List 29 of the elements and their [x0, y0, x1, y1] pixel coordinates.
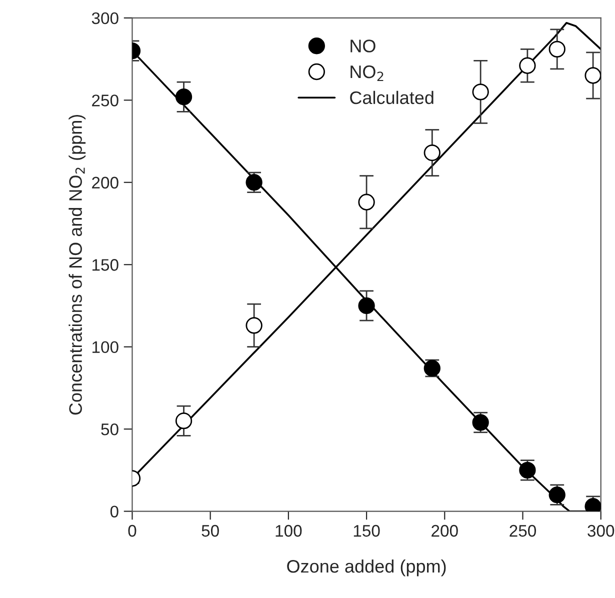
point [519, 57, 536, 74]
y-tick-label: 150 [92, 259, 118, 271]
x-tick-label: 0 [128, 524, 136, 537]
point [548, 40, 566, 58]
x-tick-label: 150 [354, 524, 380, 537]
x-tick-label: 200 [432, 524, 458, 537]
x-tick-label: 100 [276, 524, 302, 537]
point [472, 84, 489, 100]
point [424, 144, 440, 162]
y-tick-label: 300 [92, 12, 118, 24]
x-tick-label: 250 [510, 524, 536, 537]
point [246, 317, 262, 334]
point [358, 194, 375, 210]
y-tick-label: 200 [92, 176, 118, 189]
y-tick-label: 50 [101, 423, 118, 436]
x-tick-label: 300 [588, 524, 614, 537]
point [175, 412, 192, 430]
point [584, 67, 601, 84]
y-axis-title: Concentrations of NO and NO$_{2}$ (ppm) [68, 114, 86, 415]
point [358, 297, 375, 314]
point [175, 88, 192, 106]
y-tick-label: 100 [92, 341, 118, 354]
legend-label: Calculated [350, 90, 434, 104]
x-tick-label: 50 [202, 524, 219, 537]
y-tick-label: 250 [92, 94, 118, 106]
y-tick-label: 0 [110, 506, 118, 518]
x-axis-title: Ozone added (ppm) [287, 559, 446, 576]
legend-label: NO [350, 40, 376, 52]
legend-label: NO$_{2}$ [350, 65, 384, 81]
